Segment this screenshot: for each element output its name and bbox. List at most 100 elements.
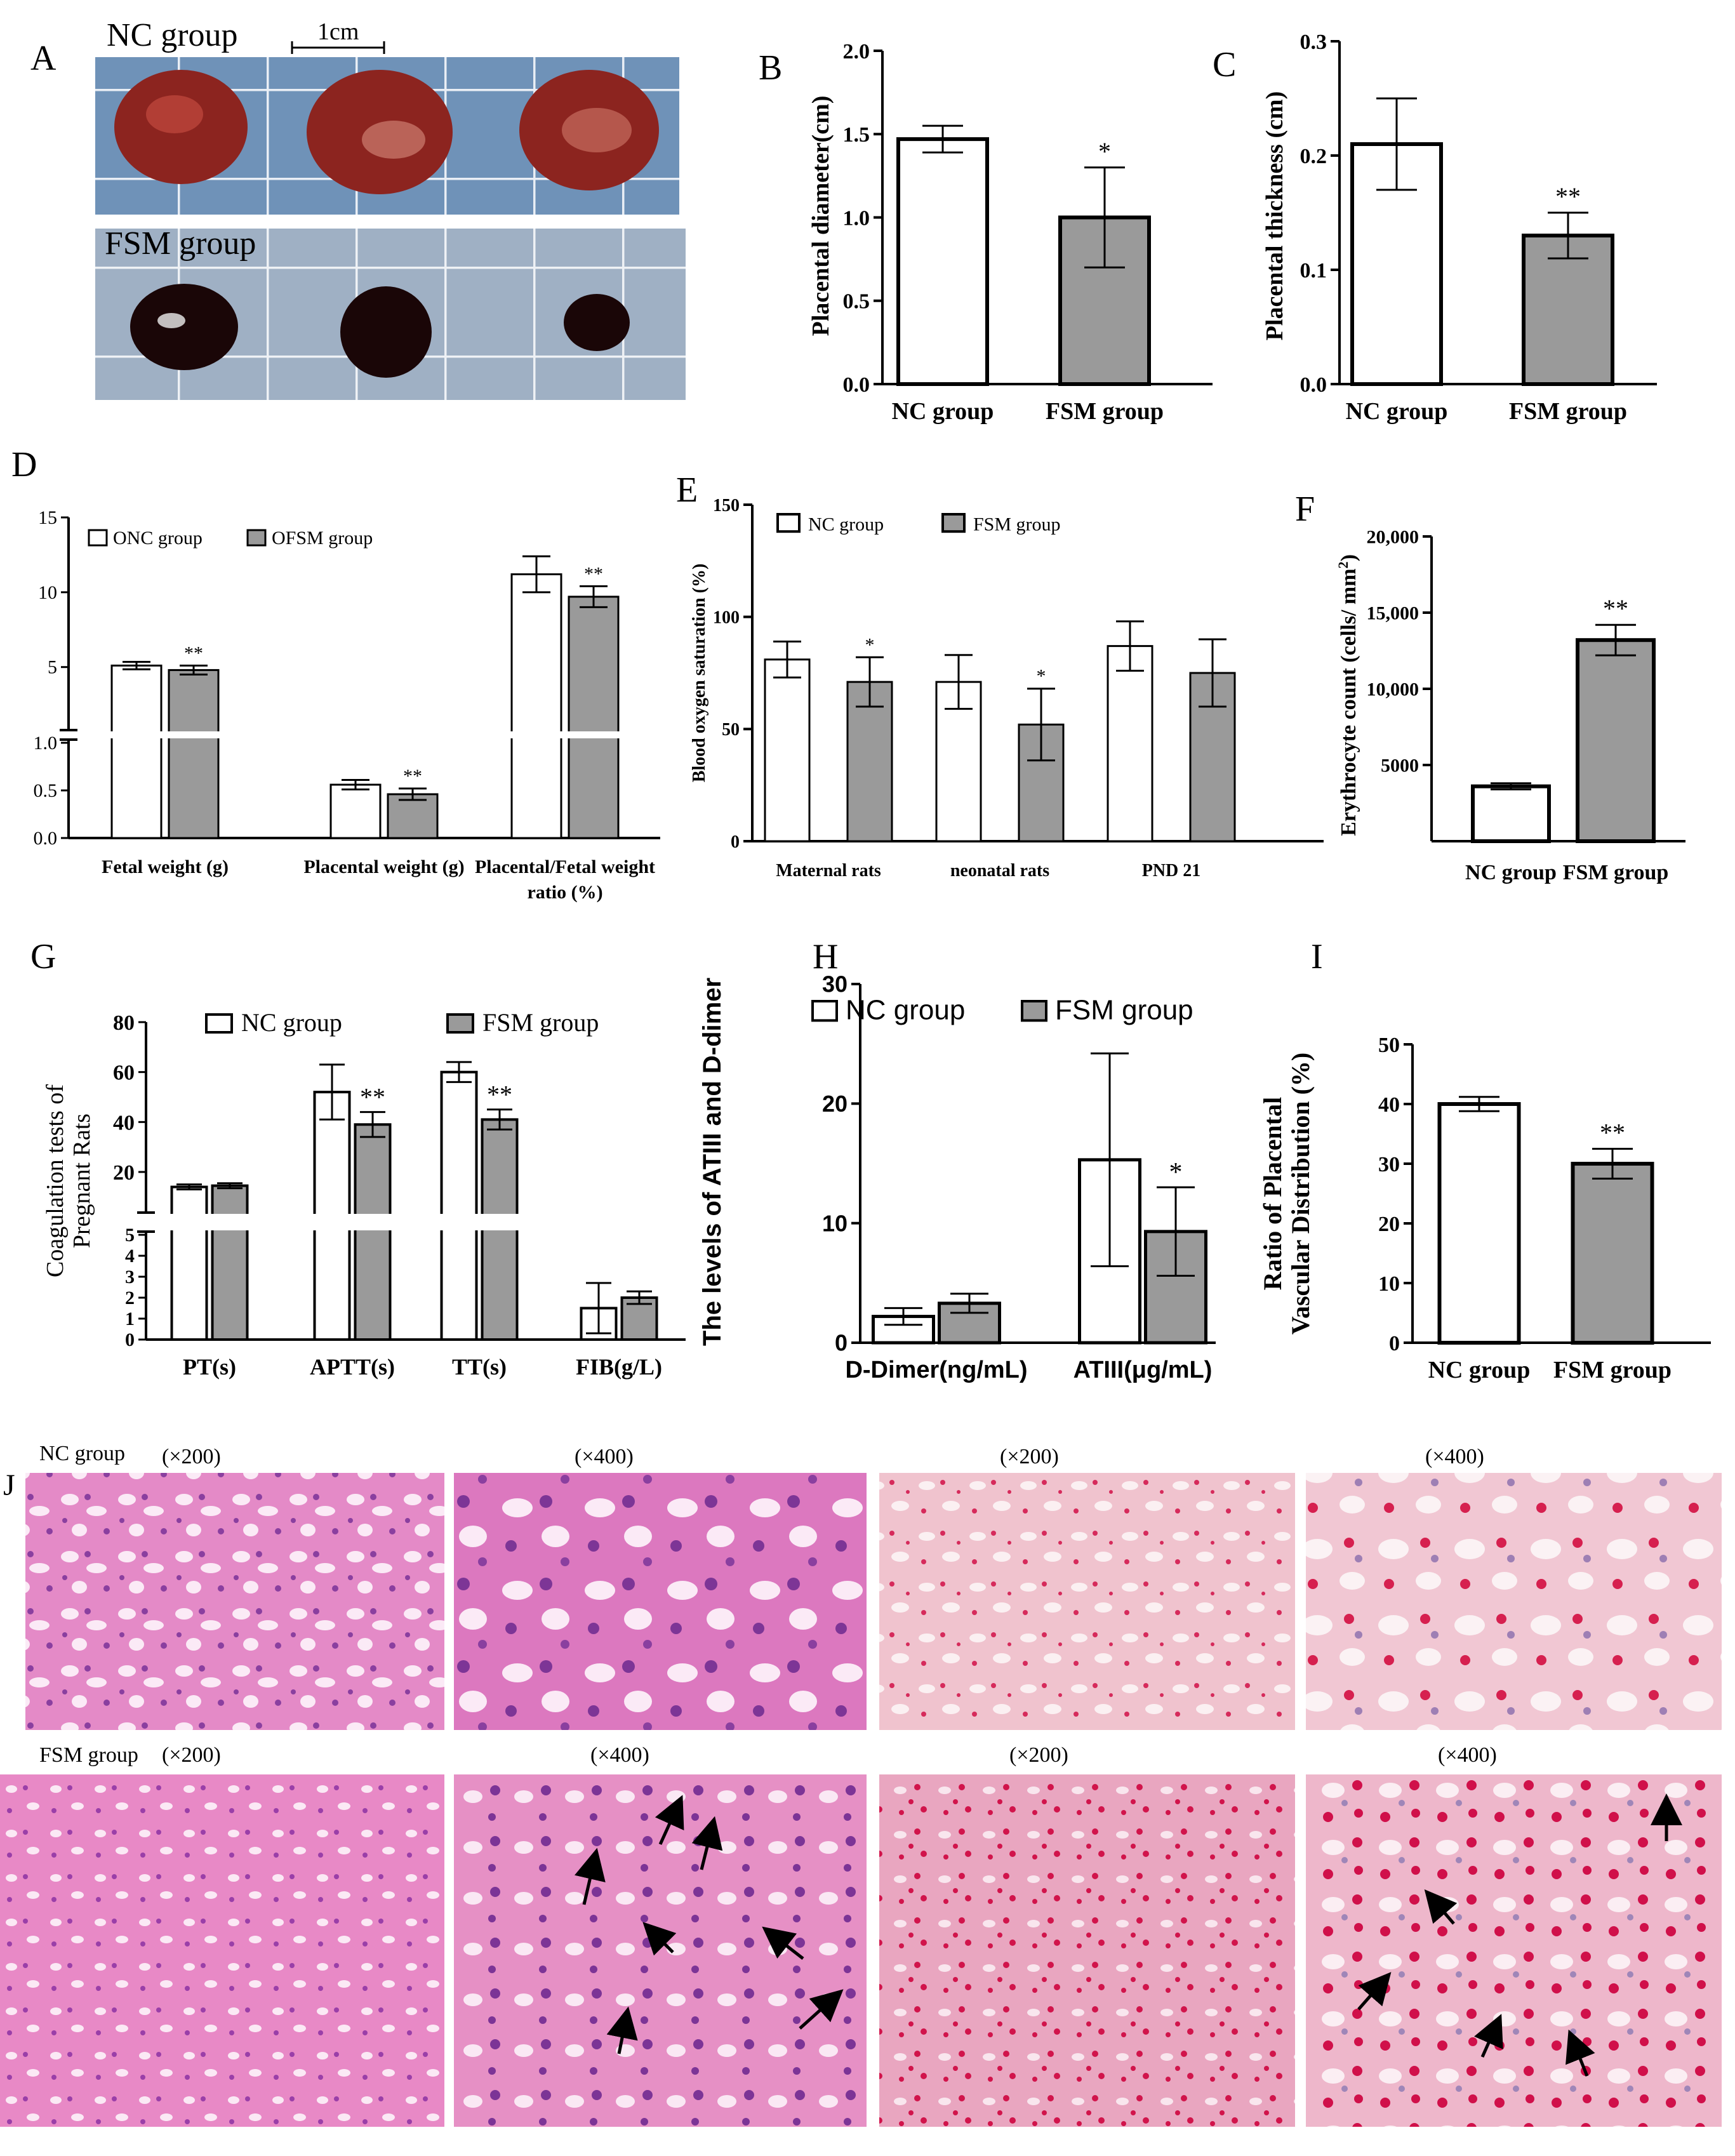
legend-swatch bbox=[1021, 1000, 1047, 1022]
chart-f-erythrocyte-count: 5000 10,000 15,000 20,000 Erythrocyte count … bbox=[1335, 527, 1685, 884]
y-axis-label: The levels of ATIII and D-dimer bbox=[698, 978, 726, 1346]
bar bbox=[211, 1184, 249, 1341]
significance-label: * bbox=[865, 634, 875, 655]
legend-label: FSM group bbox=[973, 514, 1061, 535]
category-label: FSM group bbox=[1509, 398, 1627, 425]
significance-label: ** bbox=[1555, 182, 1581, 211]
y-tick-label: 1.0 bbox=[843, 206, 870, 230]
category-label: PND 21 bbox=[1142, 861, 1201, 881]
y-tick-label: 0.0 bbox=[1300, 373, 1327, 397]
legend-swatch bbox=[776, 513, 801, 533]
legend-label: FSM group bbox=[482, 1008, 599, 1037]
fsm-placenta-3 bbox=[564, 294, 630, 351]
panel-letter-c: C bbox=[1213, 45, 1236, 84]
bar bbox=[1471, 784, 1551, 843]
y-axis-label-end: ) bbox=[1337, 554, 1360, 561]
y-axis-label: Erythrocyte count (cells/ mm2) bbox=[1335, 554, 1360, 836]
y-tick-label: 50 bbox=[722, 720, 740, 740]
histology-nc-x200-stain bbox=[879, 1473, 1295, 1730]
y-tick-label: 10,000 bbox=[1367, 679, 1419, 700]
y-tick-label: 5000 bbox=[1381, 755, 1419, 776]
category-label: TT(s) bbox=[452, 1354, 507, 1380]
histology-mag-1: (×200) bbox=[162, 1445, 221, 1468]
chart-d-weights: 0.0 0.5 1.0 5 10 15 ** ** ** Fetal weight (g) Plac… bbox=[34, 507, 662, 903]
y-axis-label-line: Coagulation tests of bbox=[42, 1084, 69, 1277]
legend-label: NC group bbox=[808, 514, 884, 535]
category-label: Placental weight (g) bbox=[303, 856, 464, 877]
bar bbox=[1576, 638, 1656, 843]
legend-swatch bbox=[246, 529, 267, 547]
y-tick-label: 1.0 bbox=[34, 733, 58, 754]
fsm-placenta-2 bbox=[340, 286, 432, 378]
category-label: FIB(g/L) bbox=[576, 1354, 662, 1380]
category-label: FSM group bbox=[1553, 1357, 1672, 1383]
significance-label: * bbox=[1098, 137, 1111, 166]
y-tick-label: 30 bbox=[1378, 1153, 1400, 1176]
y-tick-label: 15 bbox=[38, 507, 57, 528]
y-tick-label: 0 bbox=[731, 832, 740, 852]
y-axis-label: Blood oxygen saturation (%) bbox=[689, 564, 709, 783]
y-axis-label-line: Ratio of Placental bbox=[1258, 1097, 1287, 1290]
category-label: NC group bbox=[1346, 398, 1448, 425]
bar bbox=[168, 669, 220, 839]
category-label: Fetal weight (g) bbox=[102, 856, 229, 877]
y-tick-label: 50 bbox=[1378, 1034, 1400, 1057]
y-tick-label: 20 bbox=[822, 1091, 848, 1117]
category-label-line: ratio (%) bbox=[527, 882, 602, 903]
category-label: FSM group bbox=[1046, 398, 1164, 425]
panel-letter-i: I bbox=[1311, 937, 1323, 976]
y-tick-label: 60 bbox=[113, 1061, 135, 1085]
histology-mag-3: (×200) bbox=[1000, 1445, 1059, 1468]
panel-letter-b: B bbox=[759, 48, 782, 88]
y-tick-label: 1 bbox=[125, 1308, 135, 1329]
y-axis-label-sup: 2 bbox=[1335, 561, 1351, 568]
bar bbox=[846, 681, 893, 842]
bar bbox=[387, 793, 439, 839]
panel-letter-g: G bbox=[30, 937, 56, 976]
panel-letter-f: F bbox=[1295, 489, 1315, 529]
significance-label: * bbox=[1037, 666, 1046, 687]
y-tick-label: 1.5 bbox=[843, 123, 870, 147]
y-axis-label-line: Pregnant Rats bbox=[69, 1114, 95, 1248]
legend-swatch bbox=[205, 1013, 233, 1034]
y-tick-label: 20,000 bbox=[1367, 527, 1419, 548]
legend-label: NC group bbox=[846, 995, 965, 1026]
bar bbox=[510, 573, 562, 839]
category-label: D-Dimer(ng/mL) bbox=[845, 1357, 1027, 1383]
chart-i-vascular-distribution: 0 10 20 30 40 50 Ratio of PlacentalVascular Di… bbox=[1258, 1034, 1711, 1383]
y-tick-label: 10 bbox=[38, 582, 57, 603]
legend-swatch bbox=[811, 1000, 838, 1022]
y-tick-label: 15,000 bbox=[1367, 603, 1419, 624]
y-tick-label: 150 bbox=[713, 496, 740, 516]
y-tick-label: 3 bbox=[125, 1267, 135, 1288]
bar bbox=[440, 1070, 478, 1341]
scale-label: 1cm bbox=[317, 18, 359, 45]
y-axis-label: Placental thickness (cm) bbox=[1261, 91, 1288, 341]
y-tick-label: 0.0 bbox=[843, 373, 870, 397]
y-tick-label: 5 bbox=[125, 1225, 135, 1246]
significance-label: ** bbox=[487, 1081, 512, 1109]
fsm-photo-label: FSM group bbox=[105, 225, 256, 262]
legend-label: ONC group bbox=[113, 528, 203, 549]
panel-letter-j: J bbox=[3, 1468, 15, 1502]
category-label: FSM group bbox=[1563, 861, 1669, 884]
bar bbox=[764, 658, 811, 842]
significance-label: ** bbox=[584, 563, 603, 584]
axis-break-gap bbox=[70, 731, 662, 738]
chart-h-atiii-ddimer: 0 10 20 30 The levels of ATIII and D-dimer D-… bbox=[698, 971, 1216, 1383]
category-label: NC group bbox=[1465, 861, 1557, 884]
bar bbox=[329, 783, 382, 839]
axis-break-gap bbox=[148, 1214, 688, 1230]
category-label: APTT(s) bbox=[310, 1354, 395, 1380]
panel-letter-a: A bbox=[30, 39, 57, 78]
y-tick-label: 0.2 bbox=[1300, 145, 1327, 168]
bar bbox=[1107, 645, 1153, 842]
y-axis-label: Placental diameter(cm) bbox=[808, 96, 834, 336]
chart-c-placental-thickness: 0.0 0.1 0.2 0.3 Placental thickness (cm) NC g… bbox=[1261, 30, 1657, 425]
histology-fsm-x400-stain bbox=[1306, 1774, 1722, 2127]
y-tick-label: 0 bbox=[835, 1330, 848, 1356]
histology-nc-x400-he bbox=[454, 1473, 867, 1730]
legend-label: NC group bbox=[241, 1008, 342, 1037]
